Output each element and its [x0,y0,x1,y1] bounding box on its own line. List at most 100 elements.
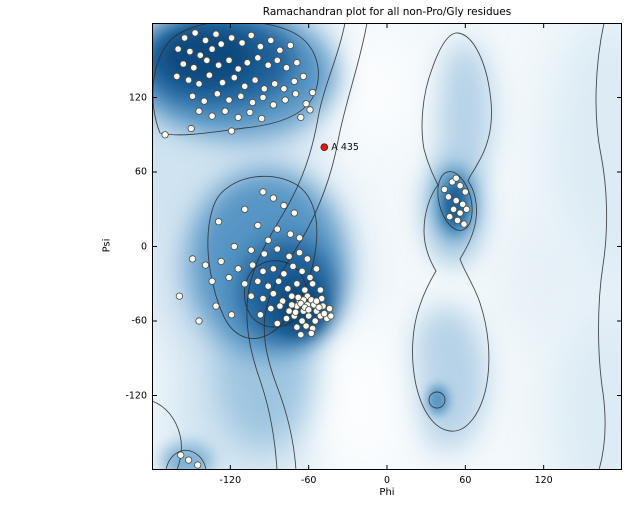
residue-point [456,209,464,217]
residue-point [462,205,471,213]
residue-point [228,34,236,42]
left-handed-region-contour [412,32,492,432]
residue-point [259,188,267,196]
residue-point [312,297,321,305]
residue-point [241,205,249,213]
residue-point [276,302,284,310]
residue-point [297,113,305,122]
residue-point [195,317,203,325]
residue-point [301,286,309,294]
residue-point [177,451,185,459]
residue-point [217,257,225,265]
residue-point [191,29,199,37]
residue-point [247,31,255,39]
residue-point [285,307,293,315]
residue-point [260,85,268,93]
residue-point [312,265,321,273]
residue-point [299,72,307,81]
residue-point [307,329,315,337]
residue-point [260,250,268,258]
residue-point [298,267,306,275]
residue-point [273,56,281,64]
residue-point [228,127,236,135]
plot-title: Ramachandran plot for all non-Pro/Gly re… [262,6,512,18]
residue-point [246,108,254,117]
residue-point [453,216,462,224]
residue-point [273,245,281,253]
residue-point [247,292,255,300]
residue-point [459,200,467,208]
residue-point [203,56,211,64]
residue-point [259,267,267,275]
residue-point [225,56,233,64]
residue-point [285,252,293,260]
residue-point [297,331,305,339]
residue-point [273,319,281,328]
residue-point [212,30,220,38]
residue-point [218,78,227,87]
residue-point [225,96,233,104]
residue-point [303,255,311,263]
residue-point [243,59,251,67]
x-tick-label: 120 [534,475,553,486]
residue-point [241,82,249,90]
residue-point [190,64,198,72]
residue-point [282,64,291,72]
residue-point [264,282,272,290]
x-tick-label: -60 [300,475,317,486]
density-plot-canvas: A 435 [152,23,622,470]
residue-point [201,261,210,269]
residue-point [306,273,314,282]
residue-point [258,115,266,123]
residue-point [452,174,460,182]
residue-point [200,97,208,105]
residue-point [179,60,187,68]
residue-point [256,42,265,51]
residue-point [201,36,210,44]
residue-point [234,65,242,73]
residue-point [440,185,448,193]
minor-peak-contour [428,391,446,409]
residue-point [195,107,203,115]
residue-point [269,290,278,298]
residue-point [326,304,334,313]
residue-point [293,323,301,331]
residue-point [292,90,300,98]
residue-point [186,47,194,56]
residue-point [256,311,265,319]
residue-point [264,236,272,244]
residue-point [221,107,229,115]
residue-point [194,461,202,469]
residue-point [290,209,298,217]
residue-point [309,280,317,288]
residue-point [293,280,301,288]
residue-point [290,77,298,86]
x-tick-label: -120 [219,475,242,486]
residue-point [320,309,328,318]
residue-point [286,230,294,238]
residue-point [316,286,324,294]
residue-point [456,182,464,190]
residue-point [173,72,181,81]
residue-point [248,98,257,107]
residue-point [306,106,314,114]
residue-point [284,285,292,293]
residue-point [267,304,275,313]
residue-point [238,39,246,47]
residue-point [230,242,238,251]
residue-point [295,249,304,257]
residue-point [327,312,335,320]
residue-point [315,303,323,311]
residue-point [280,270,288,278]
residue-point [214,218,223,226]
outlier-label: A 435 [331,142,359,153]
residue-point [247,246,255,254]
residue-point [269,101,278,109]
residue-point [309,88,317,97]
residue-point [205,71,214,79]
residue-point [302,322,310,330]
residue-point [208,45,216,53]
bottom-left-edge-contour [152,400,182,470]
residue-point [288,292,296,300]
